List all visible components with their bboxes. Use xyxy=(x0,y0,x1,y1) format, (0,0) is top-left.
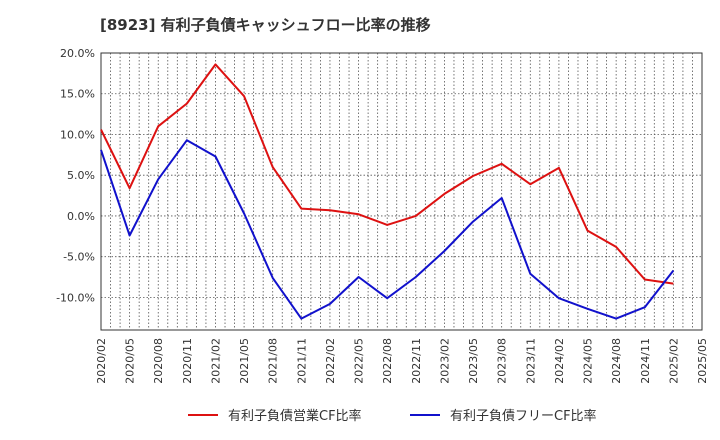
legend: 有利子負債営業CF比率 有利子負債フリーCF比率 xyxy=(188,408,597,424)
x-tick-label: 2024/08 xyxy=(610,338,623,384)
chart-title: [8923] 有利子負債キャッシュフロー比率の推移 xyxy=(100,16,431,34)
x-tick-label: 2025/02 xyxy=(667,338,680,384)
x-tick-label: 2022/02 xyxy=(324,338,337,384)
x-tick-label: 2024/02 xyxy=(553,338,566,384)
y-tick-label: -10.0% xyxy=(56,291,95,304)
x-tick-label: 2020/05 xyxy=(124,338,137,384)
x-tick-label: 2023/08 xyxy=(496,338,509,384)
x-tick-label: 2022/11 xyxy=(410,338,423,384)
plot-frame xyxy=(100,52,703,331)
series-line-2 xyxy=(100,139,675,320)
x-tick-label: 2021/02 xyxy=(209,338,222,384)
series-lines xyxy=(100,63,675,320)
x-tick-label: 2022/08 xyxy=(381,338,394,384)
x-tick-label: 2020/11 xyxy=(181,338,194,384)
x-tick-label: 2021/08 xyxy=(267,338,280,384)
axes: 20.0% 15.0% 10.0% 5.0% 0.0% -5.0% -10.0% 2020/0… xyxy=(56,47,709,384)
x-tick-label: 2020/02 xyxy=(95,338,108,384)
x-tick-label: 2023/05 xyxy=(467,338,480,384)
y-tick-label: 5.0% xyxy=(67,169,95,182)
x-tick-label: 2025/05 xyxy=(696,338,709,384)
x-tick-label: 2021/11 xyxy=(295,338,308,384)
legend-label-2: 有利子負債フリーCF比率 xyxy=(450,408,597,424)
y-tick-label: -5.0% xyxy=(63,251,95,264)
y-tick-label: 10.0% xyxy=(60,128,95,141)
y-tick-label: 15.0% xyxy=(60,88,95,101)
series-line-1 xyxy=(100,63,674,285)
y-tick-label: 20.0% xyxy=(60,47,95,60)
x-tick-label: 2024/11 xyxy=(639,338,652,384)
x-tick-label: 2024/05 xyxy=(582,338,595,384)
y-tick-label: 0.0% xyxy=(67,210,95,223)
x-tick-label: 2023/02 xyxy=(438,338,451,384)
x-tick-label: 2020/08 xyxy=(152,338,165,384)
x-tick-label: 2022/05 xyxy=(353,338,366,384)
x-tick-label: 2021/05 xyxy=(238,338,251,384)
x-tick-label: 2023/11 xyxy=(524,338,537,384)
grid xyxy=(101,52,702,330)
legend-label-1: 有利子負債営業CF比率 xyxy=(228,408,362,424)
